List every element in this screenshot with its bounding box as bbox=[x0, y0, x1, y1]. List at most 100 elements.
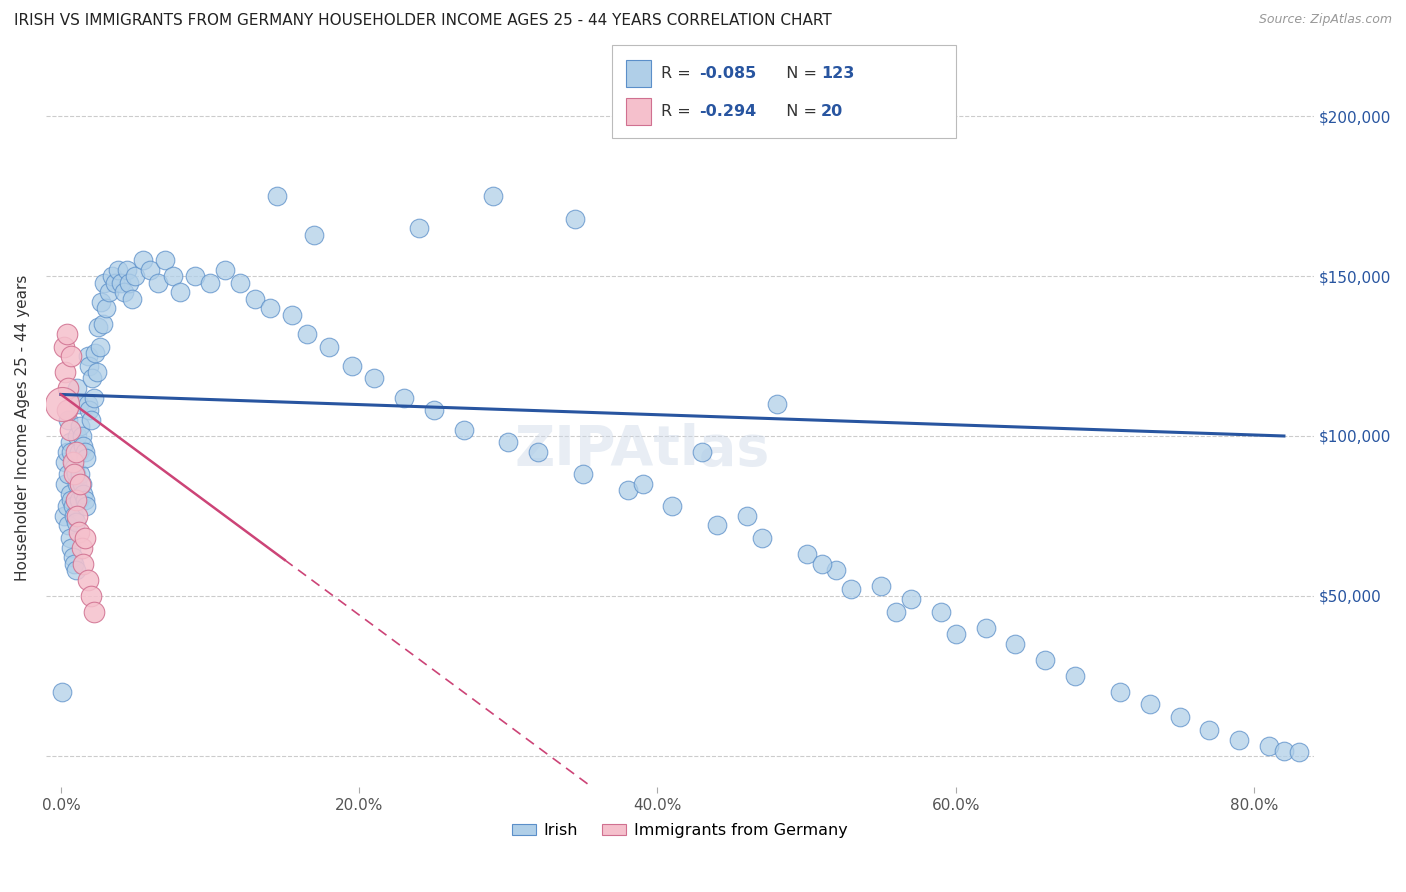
Point bbox=[73, 445, 96, 459]
Point bbox=[97, 285, 120, 300]
Point bbox=[65, 563, 87, 577]
Point bbox=[52, 508, 75, 523]
Point bbox=[56, 326, 79, 341]
Point bbox=[945, 627, 967, 641]
Text: R =: R = bbox=[661, 104, 696, 119]
Point bbox=[89, 339, 111, 353]
Point bbox=[841, 582, 863, 597]
Point bbox=[564, 211, 586, 226]
Point bbox=[91, 317, 114, 331]
Point bbox=[51, 684, 73, 698]
Text: R =: R = bbox=[661, 66, 696, 80]
Point bbox=[62, 500, 84, 514]
Point bbox=[76, 573, 98, 587]
Point bbox=[103, 276, 125, 290]
Point bbox=[59, 486, 82, 500]
Point bbox=[1064, 668, 1087, 682]
Point bbox=[214, 263, 236, 277]
Point bbox=[58, 518, 80, 533]
Point bbox=[56, 500, 79, 514]
Point bbox=[94, 301, 117, 315]
Point bbox=[1227, 732, 1250, 747]
Text: IRISH VS IMMIGRANTS FROM GERMANY HOUSEHOLDER INCOME AGES 25 - 44 YEARS CORRELATI: IRISH VS IMMIGRANTS FROM GERMANY HOUSEHO… bbox=[14, 13, 832, 29]
Point bbox=[616, 483, 638, 498]
Point bbox=[900, 591, 922, 606]
Point bbox=[66, 429, 89, 443]
Point bbox=[76, 349, 98, 363]
Point bbox=[825, 563, 848, 577]
Point bbox=[86, 365, 108, 379]
Point bbox=[162, 269, 184, 284]
Point bbox=[1168, 710, 1191, 724]
Point bbox=[63, 557, 86, 571]
Point bbox=[1004, 637, 1026, 651]
Point bbox=[59, 435, 82, 450]
Point bbox=[90, 294, 112, 309]
Point bbox=[60, 541, 83, 555]
Point bbox=[266, 189, 288, 203]
Point bbox=[363, 371, 385, 385]
Point bbox=[751, 531, 773, 545]
Point bbox=[75, 500, 97, 514]
Point bbox=[198, 276, 221, 290]
Point bbox=[77, 359, 100, 373]
Point bbox=[65, 492, 87, 507]
Point bbox=[63, 467, 86, 482]
Point bbox=[59, 531, 82, 545]
Point bbox=[482, 189, 505, 203]
Point bbox=[392, 391, 415, 405]
Point bbox=[70, 477, 93, 491]
Point bbox=[735, 508, 758, 523]
Point bbox=[66, 381, 89, 395]
Point bbox=[83, 605, 105, 619]
Point bbox=[67, 397, 90, 411]
Point bbox=[974, 621, 997, 635]
Point bbox=[66, 477, 89, 491]
Point bbox=[72, 557, 94, 571]
Point bbox=[870, 579, 893, 593]
Point bbox=[423, 403, 446, 417]
Point bbox=[107, 263, 129, 277]
Point bbox=[70, 541, 93, 555]
Point bbox=[304, 227, 326, 242]
Point bbox=[318, 339, 340, 353]
Point bbox=[66, 508, 89, 523]
Point bbox=[118, 276, 141, 290]
Point bbox=[51, 397, 73, 411]
Point bbox=[93, 276, 115, 290]
Point bbox=[1139, 698, 1161, 712]
Point bbox=[243, 292, 266, 306]
Point bbox=[60, 492, 83, 507]
Point bbox=[121, 292, 143, 306]
Point bbox=[70, 429, 93, 443]
Point bbox=[83, 391, 105, 405]
Point bbox=[110, 276, 132, 290]
Text: 20: 20 bbox=[821, 104, 844, 119]
Legend: Irish, Immigrants from Germany: Irish, Immigrants from Germany bbox=[505, 816, 855, 844]
Text: ZIPAtlas: ZIPAtlas bbox=[515, 423, 769, 476]
Point bbox=[65, 516, 87, 530]
Point bbox=[1198, 723, 1220, 737]
Point bbox=[60, 349, 83, 363]
Point bbox=[52, 339, 75, 353]
Point bbox=[69, 477, 91, 491]
Point bbox=[139, 263, 162, 277]
Point bbox=[810, 557, 832, 571]
Point bbox=[58, 467, 80, 482]
Point bbox=[527, 445, 550, 459]
Text: N =: N = bbox=[776, 104, 823, 119]
Point bbox=[65, 467, 87, 482]
Point bbox=[63, 508, 86, 523]
Text: N =: N = bbox=[776, 66, 823, 80]
Point bbox=[1033, 653, 1056, 667]
Point bbox=[73, 531, 96, 545]
Point bbox=[80, 589, 103, 603]
Y-axis label: Householder Income Ages 25 - 44 years: Householder Income Ages 25 - 44 years bbox=[15, 275, 30, 582]
Point bbox=[340, 359, 363, 373]
Point bbox=[690, 445, 713, 459]
Point bbox=[67, 524, 90, 539]
Point bbox=[67, 445, 90, 459]
Point bbox=[56, 403, 79, 417]
Point bbox=[65, 445, 87, 459]
Point bbox=[1108, 684, 1130, 698]
